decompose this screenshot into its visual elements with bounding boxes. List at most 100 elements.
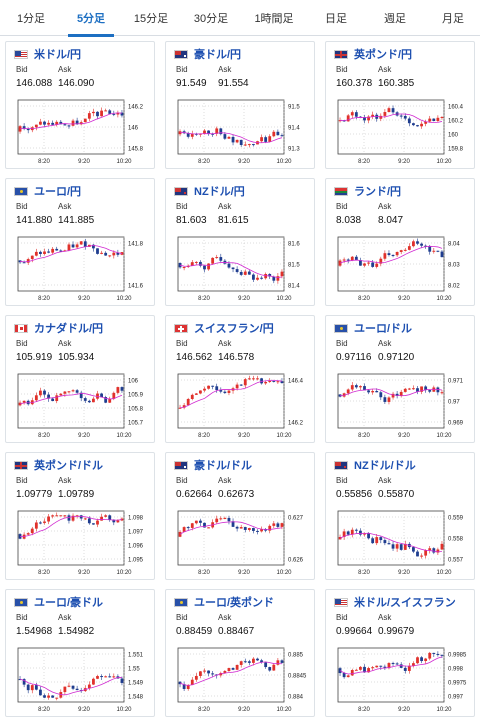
currency-pair-name[interactable]: 英ポンド/ドル — [34, 460, 104, 472]
currency-pair-name[interactable]: NZドル/円 — [194, 186, 245, 198]
candle-body — [100, 676, 103, 678]
currency-pair-name[interactable]: 豪ドル/ドル — [194, 460, 253, 472]
currency-pair-link[interactable]: カナダドル/円 — [14, 320, 103, 336]
currency-pair-link[interactable]: ユーロ/ドル — [334, 320, 412, 336]
currency-pair-link[interactable]: NZドル/円 — [174, 183, 245, 199]
rate-card[interactable]: ランド/円 Bid Ask 8.038 8.047 8.04 8.03 8.02 8:20 9:2… — [325, 178, 475, 306]
candlestick-chart[interactable]: 146.4 146.2 8:20 9:20 10:20 — [166, 370, 316, 444]
candle-body — [108, 110, 112, 114]
us-flag-icon — [334, 597, 348, 607]
tab-7[interactable]: 週足 — [384, 13, 406, 25]
currency-pair-link[interactable]: ユーロ/英ポンド — [174, 594, 274, 610]
rate-card[interactable]: NZドル/ドル Bid Ask 0.55856 0.55870 0.559 0.558 0.5… — [325, 452, 475, 580]
y-tick-label: 106 — [128, 379, 139, 385]
rate-card[interactable]: 米ドル/円 Bid Ask 146.088 146.090 146.2 146 145.8 8:… — [5, 41, 155, 169]
nz-flag-icon — [334, 460, 348, 470]
rate-card[interactable]: カナダドル/円 Bid Ask 105.919 105.934 106 105.9 105.8… — [5, 315, 155, 443]
currency-pair-link[interactable]: ランド/円 — [334, 183, 401, 199]
currency-pair-name[interactable]: カナダドル/円 — [34, 323, 104, 335]
rate-card[interactable]: ユーロ/円 Bid Ask 141.880 141.885 141.8 141.6 8:20 9… — [5, 178, 155, 306]
au-flag-icon — [174, 460, 188, 470]
candle-body — [63, 686, 67, 693]
currency-pair-name[interactable]: ランド/円 — [354, 186, 402, 198]
currency-pair-link[interactable]: 豪ドル/円 — [174, 46, 241, 62]
tab-6[interactable]: 日足 — [325, 13, 347, 25]
tab-8[interactable]: 月足 — [442, 13, 464, 25]
y-tick-label: 0.9985 — [448, 653, 467, 659]
rate-card[interactable]: NZドル/円 Bid Ask 81.603 81.615 81.6 81.5 81.4 8:20… — [165, 178, 315, 306]
currency-pair-name[interactable]: 豪ドル/円 — [194, 49, 242, 61]
rate-card[interactable]: 米ドル/スイスフラン Bid Ask 0.99664 0.99679 0.9985 0.99… — [325, 589, 475, 717]
rate-card[interactable]: ユーロ/ドル Bid Ask 0.97116 0.97120 0.971 0.97 0.969… — [325, 315, 475, 443]
rate-card[interactable]: 豪ドル/ドル Bid Ask 0.62664 0.62673 0.627 0.626 8:20… — [165, 452, 315, 580]
rate-card[interactable]: ユーロ/英ポンド Bid Ask 0.88459 0.88467 0.885 0.8845 0… — [165, 589, 315, 717]
candle-body — [354, 529, 358, 531]
currency-pair-link[interactable]: 英ポンド/ドル — [14, 457, 103, 473]
currency-pair-name[interactable]: スイスフラン/円 — [194, 323, 274, 335]
rate-card[interactable]: 豪ドル/円 Bid Ask 91.549 91.554 91.5 91.4 91.3 8:20 9… — [165, 41, 315, 169]
currency-pair-link[interactable]: 米ドル/円 — [14, 46, 81, 62]
currency-pair-link[interactable]: 豪ドル/ドル — [174, 457, 252, 473]
rate-card[interactable]: スイスフラン/円 Bid Ask 146.562 146.578 146.4 146.2 8:… — [165, 315, 315, 443]
currency-pair-link[interactable]: NZドル/ドル — [334, 457, 416, 473]
rate-card[interactable]: 英ポンド/円 Bid Ask 160.378 160.385 160.4 160.2 160 1… — [325, 41, 475, 169]
currency-pair-name[interactable]: 米ドル/円 — [34, 49, 82, 61]
candlestick-chart[interactable]: 1.551 1.55 1.549 1.548 8:20 9:20 10:20 — [6, 644, 156, 718]
tab-4[interactable]: 30分足 — [193, 13, 229, 25]
tab-5[interactable]: 1時間足 — [254, 13, 294, 25]
candlestick-chart[interactable]: 0.627 0.626 8:20 9:20 10:20 — [166, 507, 316, 581]
candle-body — [67, 391, 71, 393]
currency-pair-name[interactable]: ユーロ/豪ドル — [34, 597, 104, 609]
y-tick-label: 105.8 — [128, 407, 144, 413]
candle-body — [231, 136, 235, 143]
currency-pair-link[interactable]: ユーロ/円 — [14, 183, 81, 199]
currency-pair-name[interactable]: ユーロ/英ポンド — [194, 597, 275, 609]
candle-body — [112, 676, 116, 678]
y-tick-label: 0.997 — [448, 695, 464, 701]
candlestick-chart[interactable]: 81.6 81.5 81.4 8:20 9:20 10:20 — [166, 233, 316, 307]
candle-body — [260, 529, 263, 532]
candlestick-chart[interactable]: 146.2 146 145.8 8:20 9:20 10:20 — [6, 96, 156, 170]
candle-body — [363, 386, 366, 391]
candle-body — [71, 120, 75, 126]
candlestick-chart[interactable]: 0.971 0.97 0.969 8:20 9:20 10:20 — [326, 370, 476, 444]
candle-body — [100, 393, 103, 398]
candle-body — [260, 137, 263, 142]
x-tick-label: 8:20 — [38, 433, 50, 439]
currency-pair-name[interactable]: ユーロ/円 — [34, 186, 82, 198]
currency-pair-link[interactable]: 米ドル/スイスフラン — [334, 594, 456, 610]
currency-pair-name[interactable]: NZドル/ドル — [354, 460, 416, 472]
ask-value: 81.615 — [218, 215, 249, 226]
y-tick-label: 8.02 — [448, 284, 460, 290]
candlestick-chart[interactable]: 0.9985 0.998 0.9975 0.997 8:20 9:20 10:20 — [326, 644, 476, 718]
currency-pair-link[interactable]: スイスフラン/円 — [174, 320, 274, 336]
tab-3[interactable]: 15分足 — [133, 13, 169, 25]
moving-average-line — [340, 388, 443, 397]
x-tick-label: 9:20 — [398, 433, 410, 439]
candlestick-chart[interactable]: 0.559 0.558 0.557 8:20 9:20 10:20 — [326, 507, 476, 581]
currency-pair-link[interactable]: 英ポンド/円 — [334, 46, 412, 62]
ask-value: 146.090 — [58, 78, 95, 89]
candlestick-chart[interactable]: 160.4 160.2 160 159.8 8:20 9:20 10:20 — [326, 96, 476, 170]
currency-pair-name[interactable]: ユーロ/ドル — [354, 323, 413, 335]
candle-body — [243, 144, 247, 146]
tab-1[interactable]: 1分足 — [16, 13, 46, 25]
currency-pair-name[interactable]: 米ドル/スイスフラン — [354, 597, 456, 609]
rate-card[interactable]: ユーロ/豪ドル Bid Ask 1.54968 1.54982 1.551 1.55 1.54… — [5, 589, 155, 717]
x-tick-label: 8:20 — [198, 570, 210, 576]
candle-body — [432, 652, 436, 654]
currency-pair-name[interactable]: 英ポンド/円 — [354, 49, 413, 61]
candlestick-chart[interactable]: 141.8 141.6 8:20 9:20 10:20 — [6, 233, 156, 307]
candle-body — [239, 527, 243, 529]
tab-2[interactable]: 5分足 — [62, 0, 120, 37]
candlestick-chart[interactable]: 106 105.9 105.8 105.7 8:20 9:20 10:20 — [6, 370, 156, 444]
candlestick-chart[interactable]: 91.5 91.4 91.3 8:20 9:20 10:20 — [166, 96, 316, 170]
candlestick-chart[interactable]: 8.04 8.03 8.02 8:20 9:20 10:20 — [326, 233, 476, 307]
candle-body — [346, 531, 350, 535]
candlestick-chart[interactable]: 0.885 0.8845 0.884 8:20 9:20 10:20 — [166, 644, 316, 718]
candle-body — [104, 676, 108, 678]
candlestick-chart[interactable]: 1.098 1.097 1.096 1.095 8:20 9:20 10:20 — [6, 507, 156, 581]
ask-value: 160.385 — [378, 78, 415, 89]
rate-card[interactable]: 英ポンド/ドル Bid Ask 1.09779 1.09789 1.098 1.097 1.0… — [5, 452, 155, 580]
currency-pair-link[interactable]: ユーロ/豪ドル — [14, 594, 103, 610]
